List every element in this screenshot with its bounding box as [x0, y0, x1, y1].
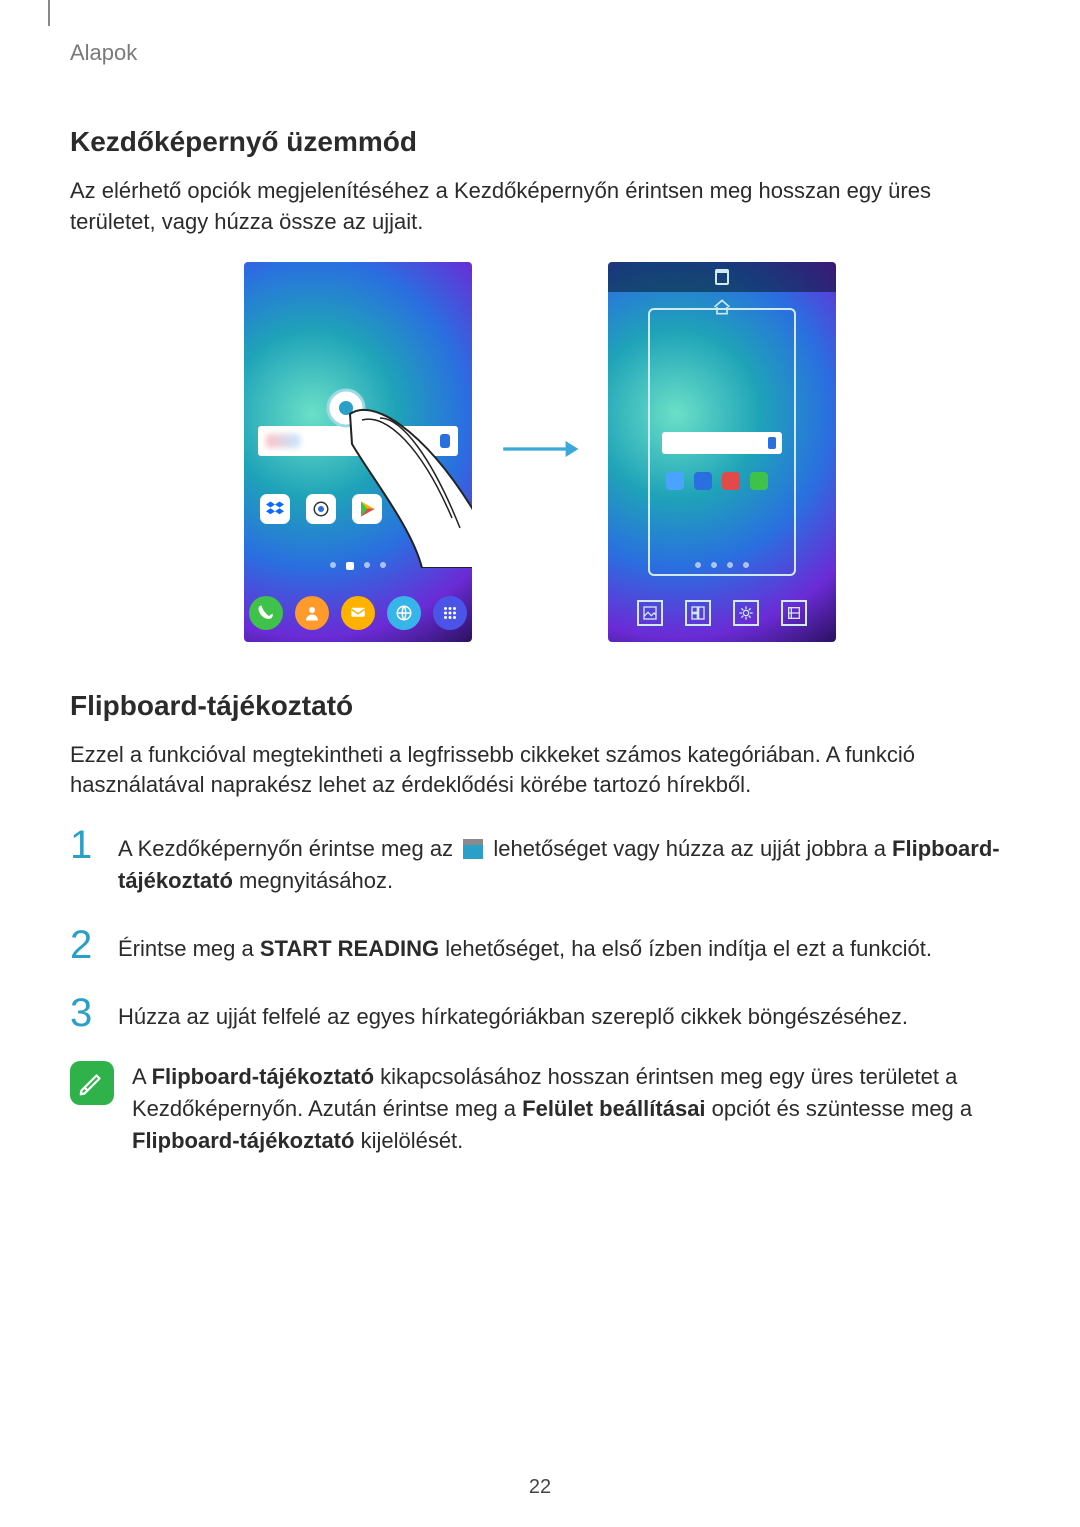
page-dots [244, 562, 472, 570]
wallpaper-icon [637, 600, 663, 626]
dock [244, 596, 472, 630]
messages-icon [341, 596, 375, 630]
mini-search-widget [662, 432, 782, 454]
trash-icon [715, 269, 729, 285]
apps-icon [433, 596, 467, 630]
phone-screenshot-left [244, 262, 472, 642]
mini-dots [608, 562, 836, 568]
note-icon [70, 1061, 114, 1105]
step-1-text: A Kezdőképernyőn érintse meg az lehetősé… [118, 825, 1010, 897]
phone-icon [249, 596, 283, 630]
top-rule [48, 0, 50, 26]
widgets-icon [685, 600, 711, 626]
section1-title: Kezdőképernyő üzemmód [70, 126, 1010, 158]
step-2: 2 Érintse meg a START READING lehetősége… [70, 925, 1010, 965]
dropbox-icon [260, 494, 290, 524]
step-1-num: 1 [70, 825, 100, 865]
step-2-num: 2 [70, 925, 100, 965]
edit-topbar [608, 262, 836, 292]
play-store-icon [352, 494, 382, 524]
figure-row [70, 262, 1010, 642]
mic-icon [440, 434, 450, 448]
camera-icon [306, 494, 336, 524]
edit-bottom-row [608, 600, 836, 626]
section2-title: Flipboard-tájékoztató [70, 690, 1010, 722]
arrow-right-icon [500, 435, 580, 468]
note-block: A Flipboard-tájékoztató kikapcsolásához … [70, 1061, 1010, 1157]
google-search-widget [258, 426, 458, 456]
step-1: 1 A Kezdőképernyőn érintse meg az lehető… [70, 825, 1010, 897]
step-3-text: Húzza az ujját felfelé az egyes hírkateg… [118, 993, 908, 1033]
flipboard-tile-icon [463, 839, 483, 859]
mini-app-row [666, 472, 768, 490]
step-2-text: Érintse meg a START READING lehetőséget,… [118, 925, 932, 965]
contacts-icon [295, 596, 329, 630]
home-app-row [260, 494, 382, 524]
note-text: A Flipboard-tájékoztató kikapcsolásához … [132, 1061, 1010, 1157]
phone-screenshot-right [608, 262, 836, 642]
hand-gesture-icon [302, 348, 472, 568]
themes-icon [781, 600, 807, 626]
step-3: 3 Húzza az ujját felfelé az egyes hírkat… [70, 993, 1010, 1033]
step-3-num: 3 [70, 993, 100, 1033]
browser-icon [387, 596, 421, 630]
settings-square-icon [733, 600, 759, 626]
section1-body: Az elérhető opciók megjelenítéséhez a Ke… [70, 176, 1010, 238]
section2-body: Ezzel a funkcióval megtekintheti a legfr… [70, 740, 1010, 802]
page-number: 22 [0, 1476, 1080, 1499]
breadcrumb: Alapok [70, 40, 1010, 66]
